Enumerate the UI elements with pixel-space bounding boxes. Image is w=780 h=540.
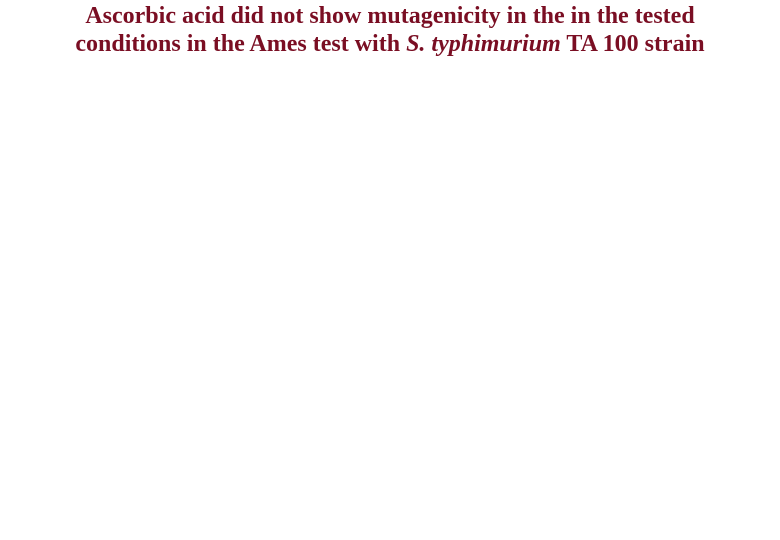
slide-page: Ascorbic acid did not show mutagenicity … [0,0,780,540]
heading-line-2-post: TA 100 strain [561,31,705,57]
heading-line-2-pre: conditions in the Ames test with [75,31,406,57]
slide-heading: Ascorbic acid did not show mutagenicity … [0,2,780,59]
heading-line-1: Ascorbic acid did not show mutagenicity … [18,2,762,30]
heading-line-2: conditions in the Ames test with S. typh… [18,30,762,58]
heading-species-name: S. typhimurium [406,31,561,57]
